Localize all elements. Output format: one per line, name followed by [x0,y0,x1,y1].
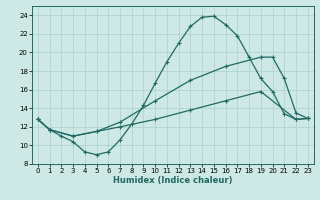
X-axis label: Humidex (Indice chaleur): Humidex (Indice chaleur) [113,176,233,185]
